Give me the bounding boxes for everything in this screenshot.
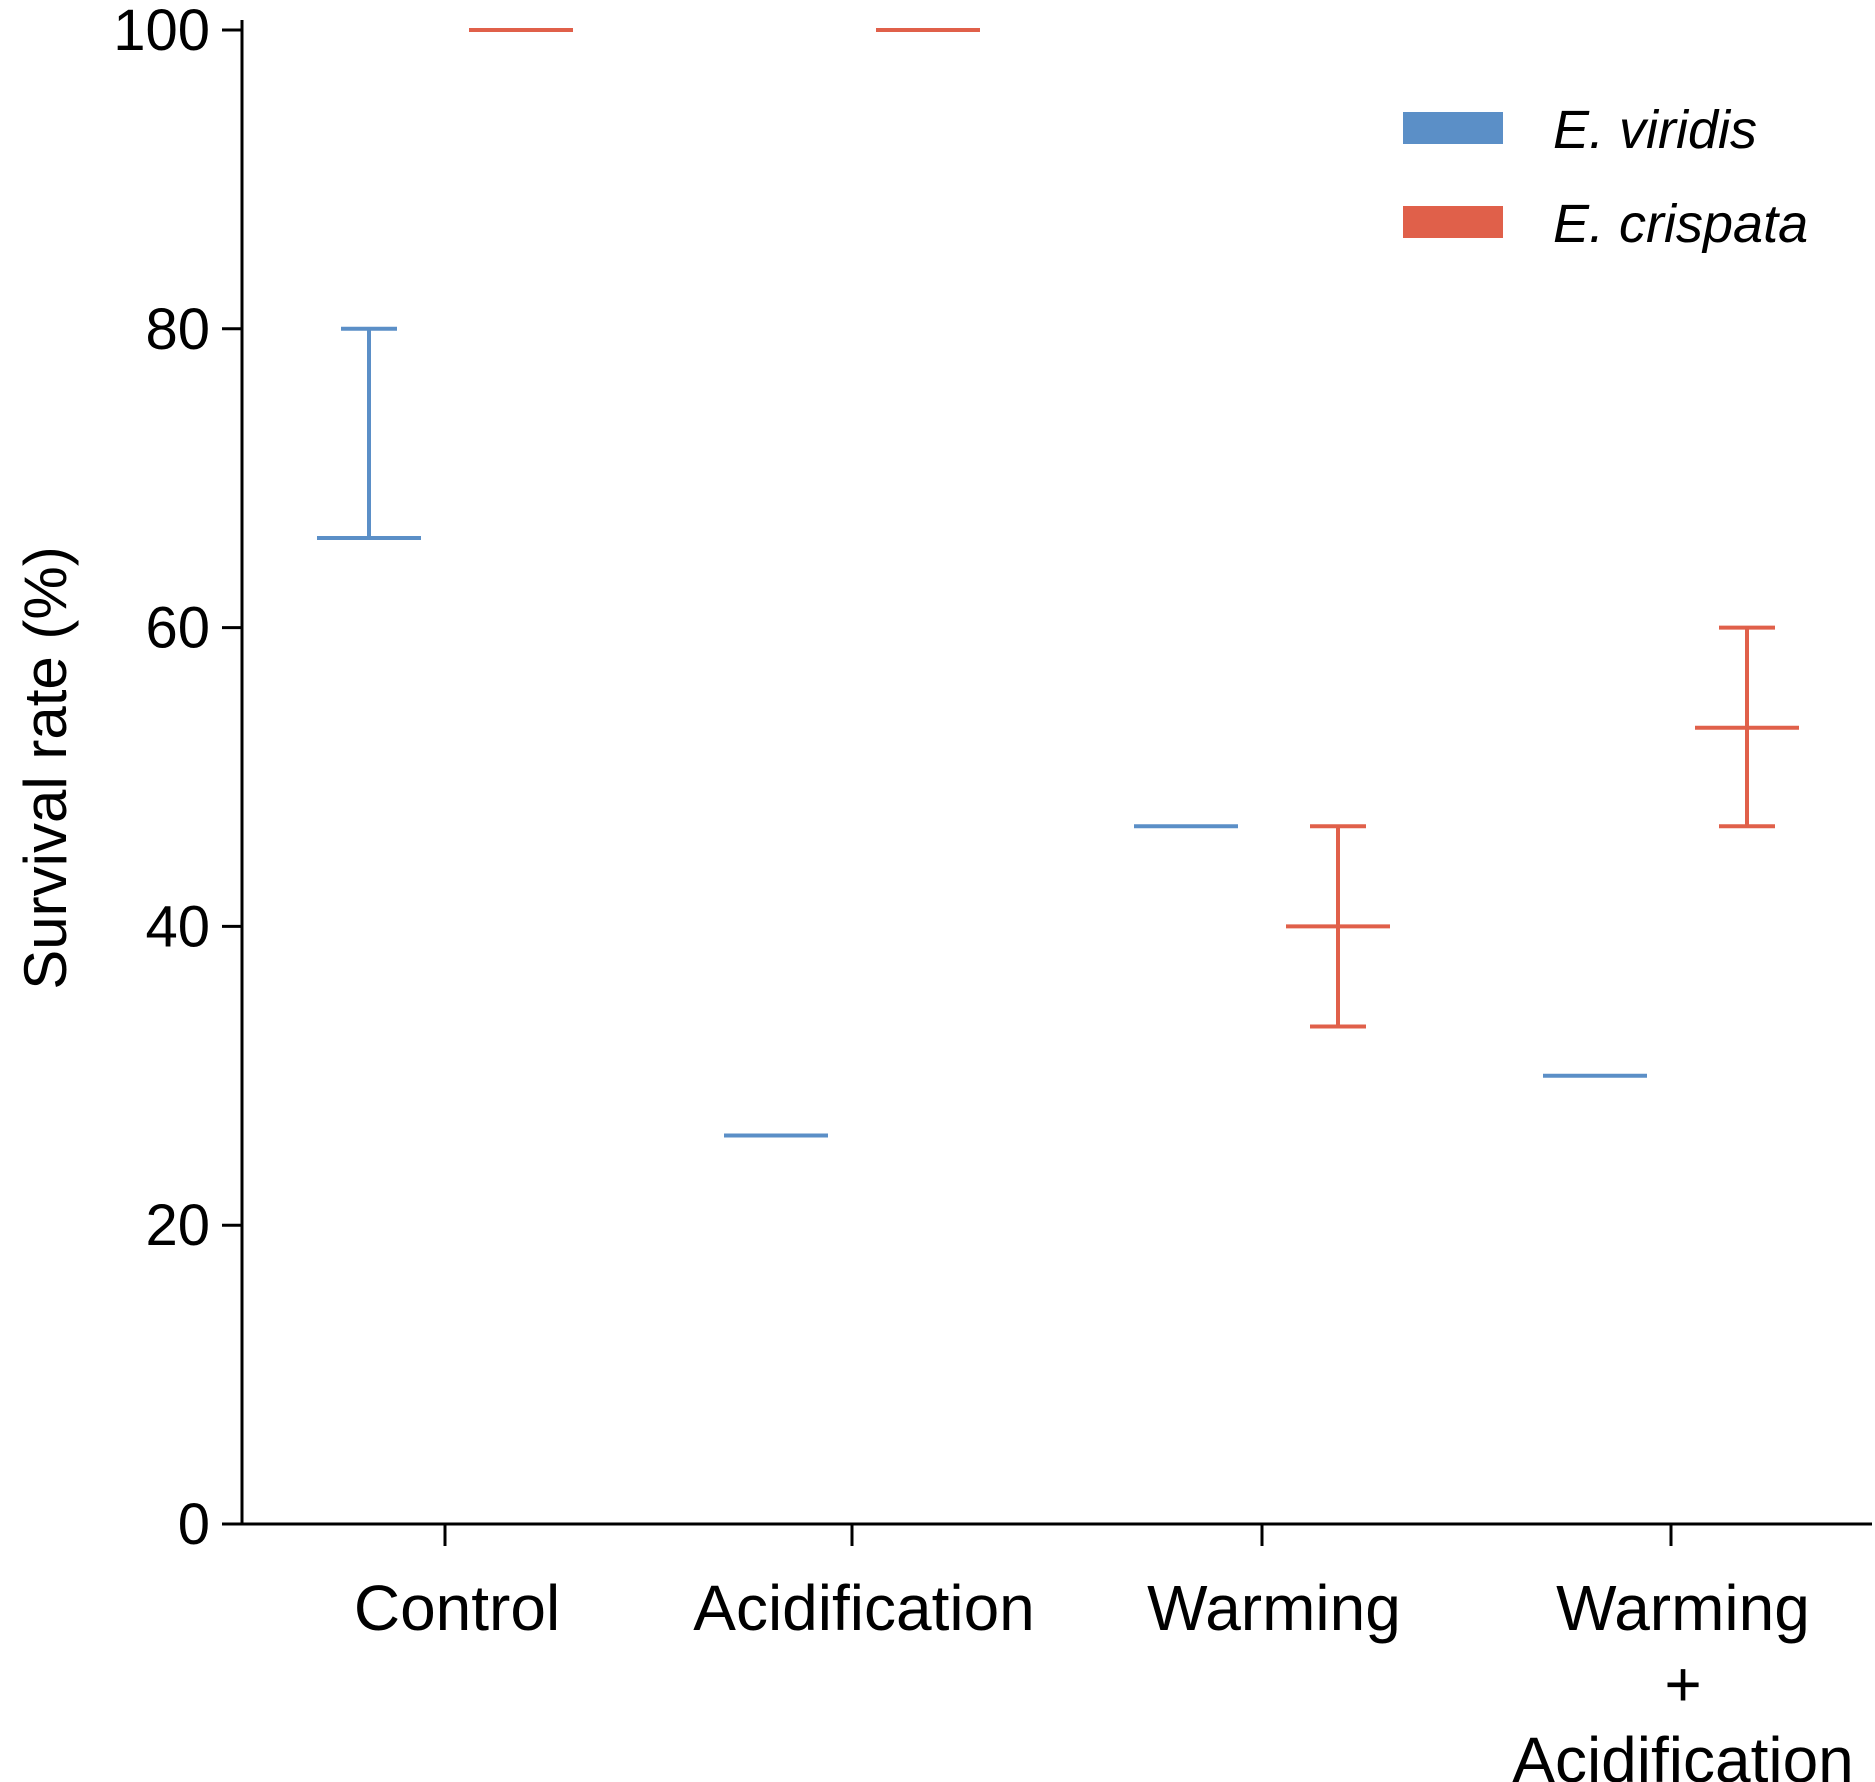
errorbar-crispata — [1695, 625, 1799, 829]
legend-swatch — [1403, 112, 1503, 144]
y-tick-label: 60 — [145, 596, 210, 661]
x-tick-label: Acidification — [1512, 1724, 1854, 1782]
y-axis-title: Survival rate (%) — [12, 546, 79, 989]
legend-swatch — [1403, 206, 1503, 238]
x-tick-label: Warming — [1147, 1572, 1401, 1644]
x-tick-label: Acidification — [693, 1572, 1035, 1644]
legend: E. viridis E. crispata — [1403, 100, 1808, 254]
data-marks — [317, 28, 1799, 1138]
legend-label: E. crispata — [1553, 194, 1808, 254]
y-tick-label: 40 — [145, 894, 210, 959]
errorbar-viridis — [317, 326, 421, 540]
y-tick-label: 80 — [145, 297, 210, 362]
errorbar-crispata — [1286, 824, 1390, 1029]
x-tick-label: Control — [354, 1572, 560, 1644]
x-tick-label: Warming — [1556, 1572, 1810, 1644]
plot-area: 0 20 40 60 80 100 Control Acidification Warming W… — [113, 0, 1872, 1782]
y-tick-label: 20 — [145, 1193, 210, 1258]
legend-label: E. viridis — [1553, 100, 1757, 160]
y-tick-label: 0 — [178, 1492, 210, 1557]
y-tick-label: 100 — [113, 0, 210, 63]
x-tick-label: + — [1664, 1648, 1701, 1720]
